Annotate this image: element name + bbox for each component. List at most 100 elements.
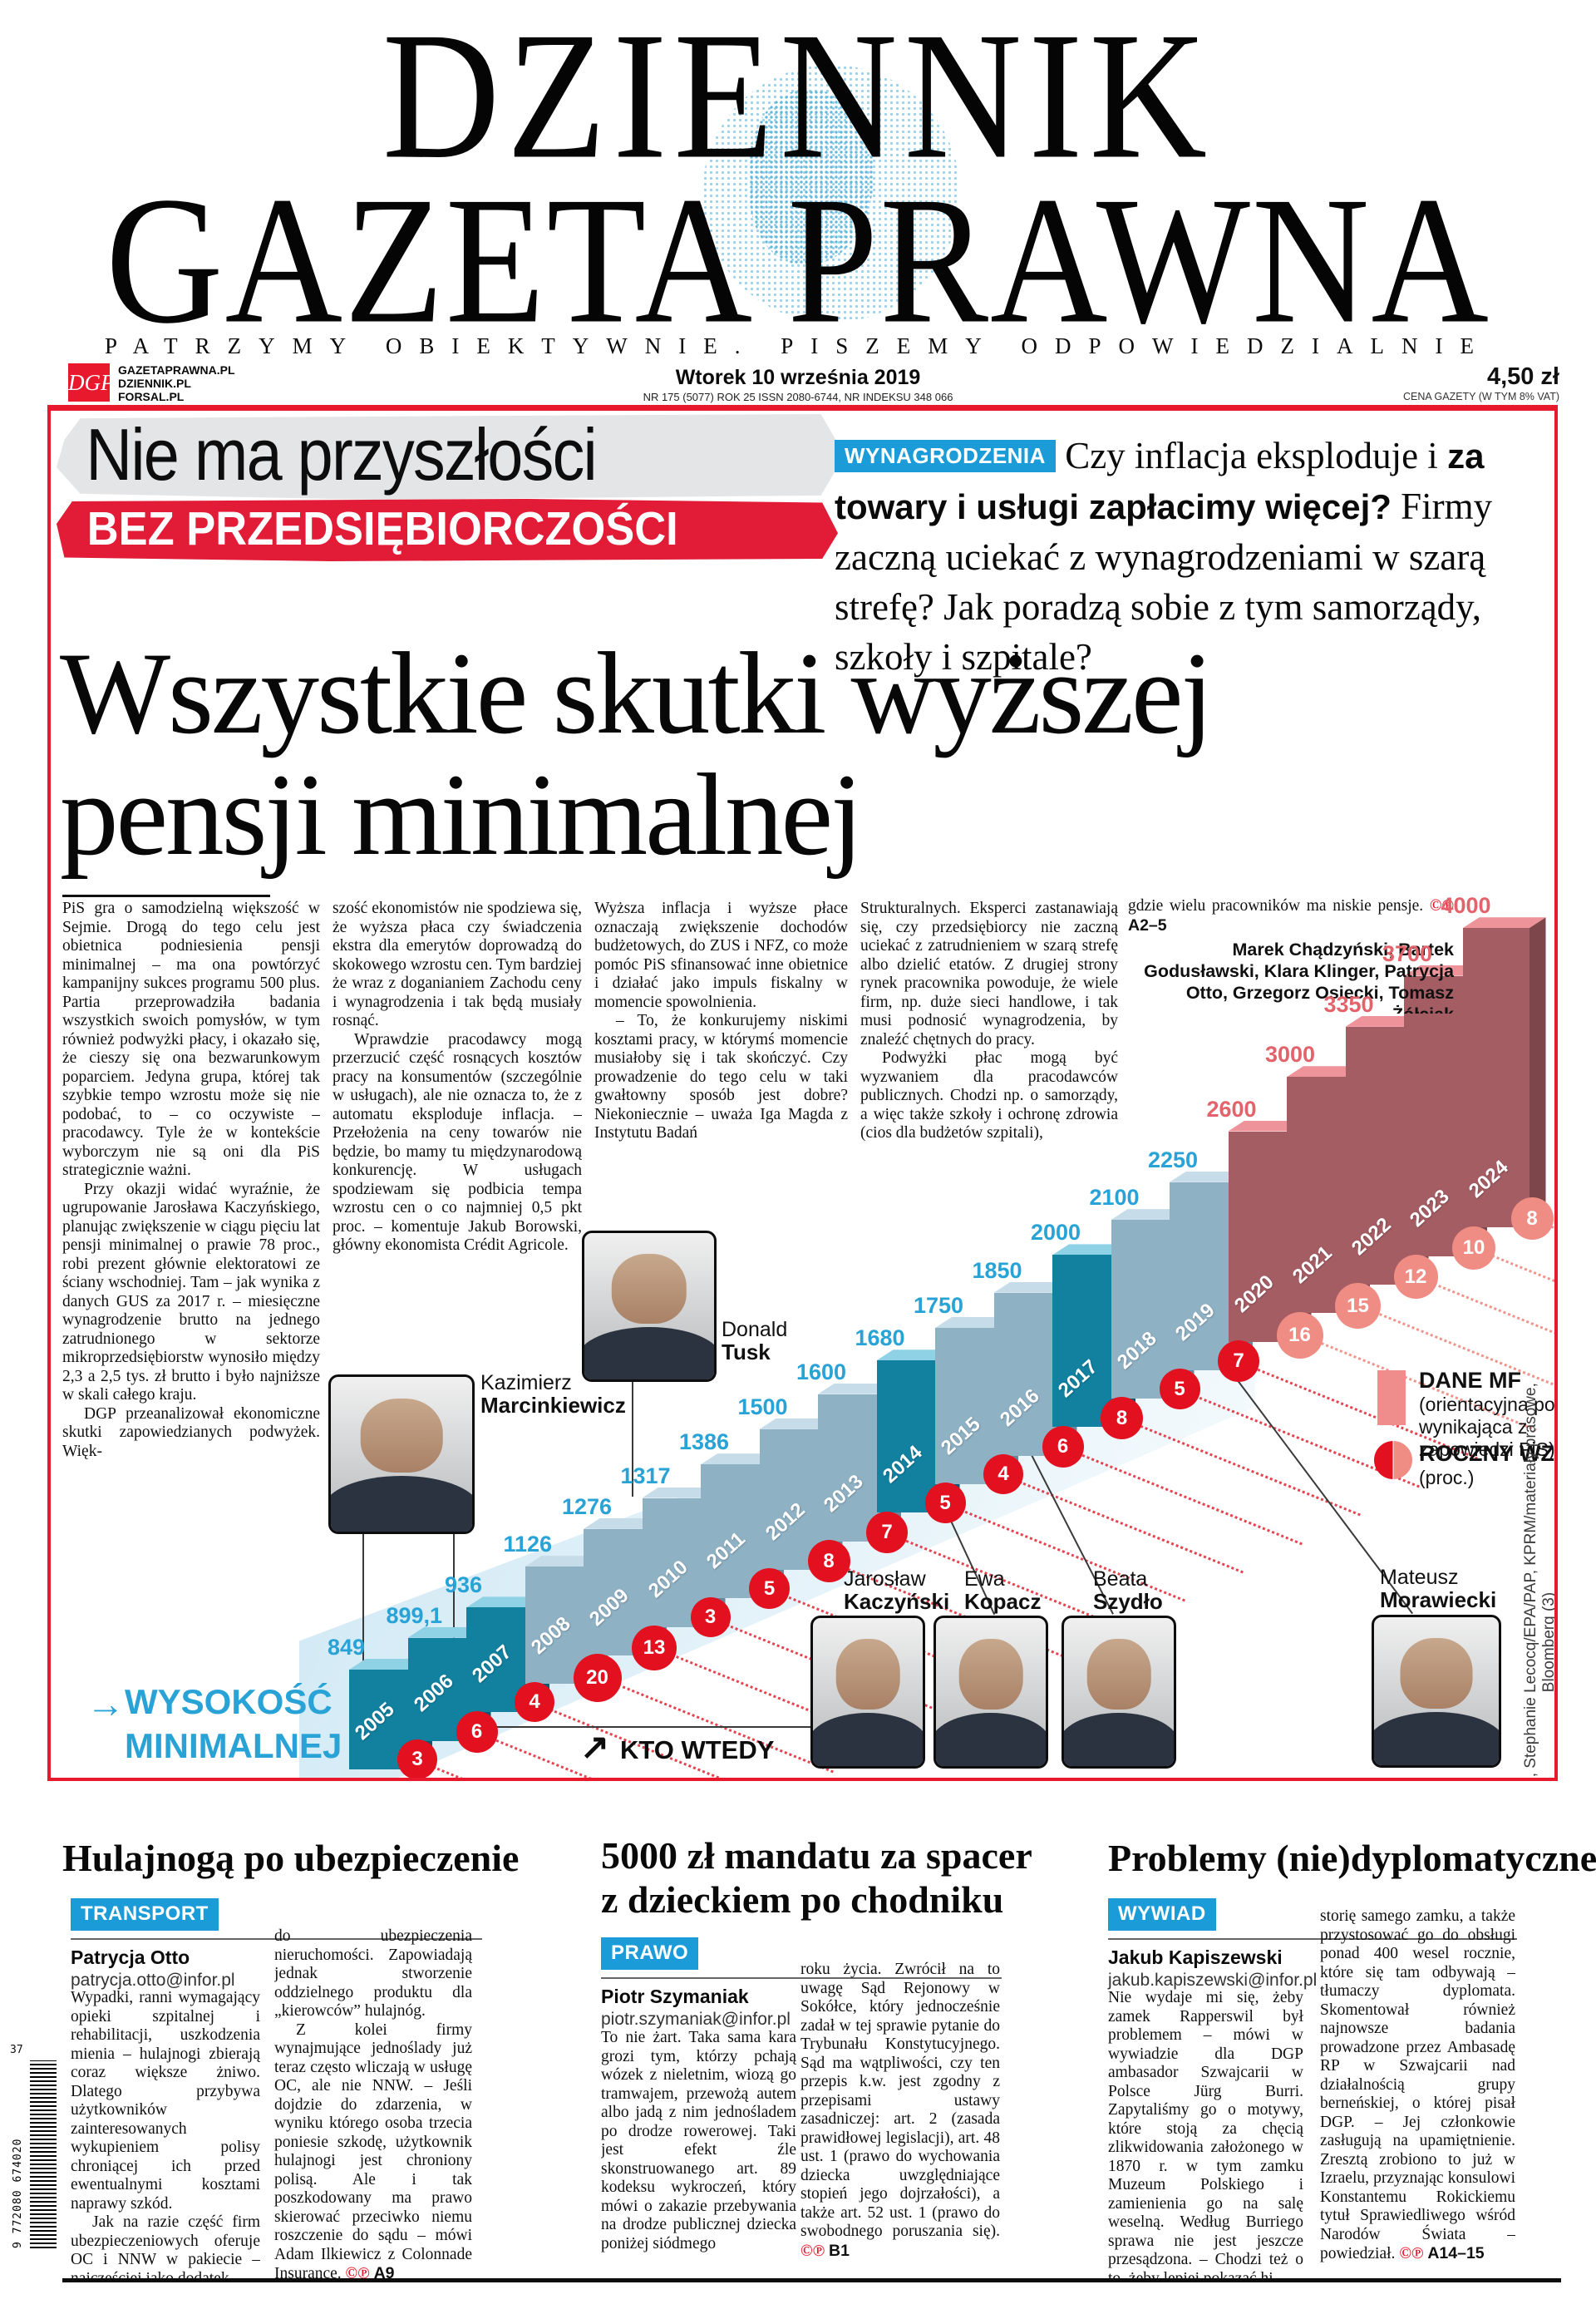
photo-head-shape (1086, 1638, 1151, 1710)
pm-photo-morawiecki (1372, 1615, 1501, 1768)
pm-photo-szydło (1062, 1616, 1176, 1769)
bar-value-label: 3350 (1323, 991, 1374, 1017)
annual-growth-badge: 5 (924, 1483, 966, 1524)
photo-head-shape (835, 1638, 900, 1710)
bar-value-label: 1317 (620, 1463, 671, 1488)
page-reference: B1 (829, 2241, 850, 2260)
site-item: GAZETAPRAWNA.PL (118, 363, 235, 377)
photo-suit-shape (584, 1326, 714, 1379)
copyright-mark: ©℗ (345, 2265, 374, 2280)
annual-growth-badge: 6 (456, 1710, 498, 1753)
bar-value-label: 1750 (914, 1293, 964, 1318)
bar-value-label: 2600 (1206, 1096, 1257, 1122)
column-rule (62, 895, 270, 897)
chart-bar-2016 (993, 1292, 1061, 1456)
annual-growth-badge: 7 (1218, 1340, 1259, 1382)
annual-growth-badge: 8 (1101, 1397, 1143, 1440)
lead-headline-line2: pensji minimalnej (60, 750, 863, 880)
bar-value-label: 4000 (1441, 893, 1491, 919)
article-meta: TRANSPORT Patrycja Otto patrycja.otto@info… (71, 1898, 482, 1991)
article-author: Patrycja Otto (71, 1946, 190, 1968)
section-badge-wywiad: WYWIAD (1108, 1898, 1216, 1931)
lead-authors: Marek Chądzyński, Bartek Godusławski, Kl… (1144, 940, 1454, 1014)
article-column: gdzie wielu pracowników ma niskie pensje… (1128, 897, 1454, 1014)
section-badge-wynagrodzenia: WYNAGRODZENIA (835, 440, 1056, 472)
meta-rule (1108, 1938, 1517, 1940)
issue-number: NR 175 (5077) ROK 25 ISSN 2080-6744, NR … (643, 391, 953, 403)
annual-growth-badge: 4 (515, 1682, 554, 1723)
chart-bar-2023 (1404, 975, 1470, 1256)
photo-head-shape (1400, 1637, 1473, 1710)
site-item: DZIENNIK.PL (118, 377, 191, 390)
annual-growth-badge: 3 (690, 1596, 731, 1637)
article-column: Wyższa inflacja i wyższe płace oznaczają… (594, 900, 848, 1142)
photo-suit-shape (331, 1476, 472, 1532)
article-column: Wypadki, ranni wymagający opieki szpital… (71, 1989, 260, 2280)
copyright-mark: ©℗ (800, 2242, 830, 2260)
chart-guide-dotted-line (1546, 1224, 1554, 1317)
article-column: PiS gra o samodzielną większość w Sejmie… (62, 900, 320, 1460)
page-reference: A2–5 (1128, 915, 1167, 935)
article-author: Piotr Szymaniak (601, 1986, 749, 2007)
annual-growth-badge: 15 (1335, 1283, 1381, 1330)
article-column: To nie żart. Taka sama kara grozi tym, k… (601, 2029, 796, 2252)
pm-name-label: Kazimierz Marcinkiewicz (480, 1371, 626, 1418)
legend-bar-label: DANE MF(orientacyjna podwyżka wynikająca… (1419, 1368, 1554, 1460)
lead-headline-line1: Wszystkie skutki wyższej (60, 629, 1214, 758)
barcode-digits: 9 772080 674020 (12, 2138, 24, 2248)
teaser-text: za towary i usługi zapłacimy więcej? (835, 437, 1485, 526)
bottom-rule (62, 2278, 1561, 2282)
article-meta: WYWIAD Jakub Kapiszewski jakub.kapiszewski… (1108, 1898, 1517, 1991)
chart-guide-dotted-line (1077, 1452, 1303, 1546)
promo-banner-line1: Nie ma przyszłości (86, 413, 598, 496)
annual-growth-badge: 20 (573, 1654, 622, 1703)
article-author-email: jakub.kapiszewski@infor.pl (1108, 1971, 1318, 1990)
photo-suit-shape (1374, 1711, 1499, 1765)
article-author-email: patrycja.otto@infor.pl (71, 1971, 235, 1990)
masthead-title-line1: DZIENNIK (382, 0, 1214, 197)
cover-price: 4,50 zł (1486, 363, 1559, 390)
teaser-text: Firmy zaczną uciekać z wynagrodzeniami w… (835, 486, 1493, 678)
bar-value-label: 1500 (737, 1394, 788, 1419)
page-reference: A14–15 (1427, 2244, 1485, 2262)
article-headline: 5000 zł mandatu za spacer z dzieckiem po … (601, 1834, 1032, 1921)
site-item: FORSAL.PL (118, 390, 185, 403)
chart-title-arrow-icon: → (86, 1682, 125, 1725)
article-meta: PRAWO Piotr Szymaniak piotr.szymaniak@info… (601, 1937, 1002, 2030)
bar-value-label: 936 (445, 1572, 483, 1598)
photo-head-shape (360, 1399, 443, 1473)
pm-name-label: Beata Szydło (1093, 1567, 1163, 1614)
article-headline: Problemy (nie)dyplomatyczne (1108, 1837, 1596, 1879)
barcode-bars-icon (30, 2060, 57, 2248)
annual-growth-badge: 4 (983, 1454, 1023, 1494)
bar-value-label: 2250 (1148, 1147, 1199, 1172)
article-author-email: piotr.szymaniak@infor.pl (601, 2010, 791, 2029)
pm-photo-tusk (582, 1231, 717, 1382)
chart-bar-2021 (1287, 1077, 1353, 1314)
photo-suit-shape (813, 1712, 923, 1766)
page-reference: A9 (373, 2264, 395, 2280)
annual-growth-badge: 3 (397, 1739, 437, 1778)
dgp-logo: DGP (68, 363, 115, 402)
photo-suit-shape (936, 1712, 1046, 1766)
pm-photo-marcinkiewicz (328, 1374, 475, 1534)
annual-growth-badge: 16 (1276, 1311, 1323, 1359)
pm-photo-kaczyński (810, 1616, 925, 1769)
pm-name-label: Donald Tusk (722, 1318, 788, 1364)
bar-value-label: 1850 (972, 1257, 1022, 1283)
article-column: Strukturalnych. Eksperci zastanawiają si… (860, 900, 1118, 1142)
annual-growth-badge: 7 (866, 1511, 908, 1553)
lead-headline: Wszystkie skutki wyższej pensji minimaln… (60, 633, 1554, 876)
bar-value-label: 849 (328, 1635, 366, 1660)
promo-banner-top: Nie ma przyszłości (57, 414, 845, 500)
photo-head-shape (611, 1253, 687, 1325)
bar-side-face (1529, 917, 1546, 1228)
chart-bar-2019 (1170, 1182, 1236, 1370)
chart-bar-2024 (1462, 928, 1530, 1228)
article-column: do ubezpieczenia nieruchomości. Zapowiad… (274, 1927, 472, 2280)
chart-connector-line (434, 1726, 810, 1728)
site-list: GAZETAPRAWNA.PL DZIENNIK.PL FORSAL.PL (118, 363, 235, 403)
pm-name-label: Ewa Kopacz (964, 1567, 1042, 1614)
copyright-mark: ©℗ (1399, 2245, 1428, 2262)
